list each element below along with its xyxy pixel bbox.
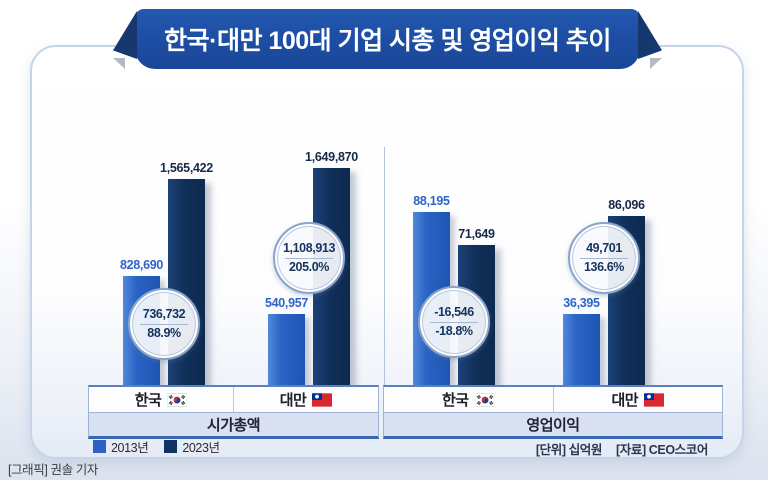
bar-group-taiwan-profit: 36,395 86,096 49,701 136.6% [563, 150, 645, 385]
bar-value-label: 71,649 [458, 226, 495, 241]
section-operating-profit: 88,195 71,649 -16,546 -18.8% 36,395 86,0… [383, 150, 723, 385]
bar-group-korea-profit: 88,195 71,649 -16,546 -18.8% [413, 150, 495, 385]
diff-value: -16,546 [434, 304, 474, 319]
graphic-credit: [그래픽] 권솔 기자 [8, 463, 98, 477]
korea-flag-icon [167, 392, 188, 407]
bar-value-label: 36,395 [563, 295, 600, 310]
diff-value: 1,108,913 [282, 240, 335, 255]
pct-value: 136.6% [584, 259, 624, 274]
country-label-korea: 한국 [384, 387, 553, 412]
bar-value-label: 1,649,870 [305, 150, 358, 164]
bar-2013: 36,395 [563, 296, 600, 385]
label-table-profit: 한국 대만 영업이익 [383, 385, 723, 439]
change-badge: 1,108,913 205.0% [273, 222, 345, 294]
title-banner: 한국·대만 100대 기업 시총 및 영업이익 추이 [113, 9, 662, 69]
taiwan-flag-icon [312, 392, 333, 407]
diff-value: 736,732 [142, 306, 186, 321]
page-title: 한국·대만 100대 기업 시총 및 영업이익 추이 [164, 27, 611, 55]
badge-divider [140, 323, 188, 325]
bar-group-taiwan-marketcap: 540,957 1,649,870 1,108,913 205.0% [265, 150, 358, 385]
ribbon-fold-shadow [113, 58, 125, 69]
label-table-marketcap: 한국 대만 시가총액 [88, 385, 379, 439]
bar-value-label: 540,957 [264, 295, 309, 310]
legend-swatch-2013 [93, 440, 106, 453]
change-badge: -16,546 -18.8% [418, 286, 490, 358]
bar-value-label: 1,565,422 [160, 161, 213, 176]
source-note: [단위] 십억원 [자료] CEO스코어 [535, 439, 709, 458]
pct-value: 88.9% [147, 325, 181, 340]
badge-divider [430, 321, 478, 323]
korea-flag-icon [474, 392, 495, 407]
diff-value: 49,701 [586, 240, 622, 255]
country-label-taiwan: 대만 [552, 387, 723, 412]
ribbon-fold-shadow [650, 58, 662, 69]
section-divider [384, 147, 385, 385]
country-name: 대만 [611, 392, 639, 409]
category-label-profit: 영업이익 [383, 412, 723, 439]
country-name: 대만 [279, 392, 307, 409]
bar-value-label: 828,690 [119, 258, 164, 272]
legend: 2013년 2023년 [93, 437, 220, 456]
bar-group-korea-marketcap: 828,690 1,565,422 736,732 88.9% [119, 150, 213, 385]
bar-value-label: 86,096 [608, 198, 645, 213]
legend-item-2023: 2023년 [164, 437, 220, 456]
section-marketcap: 828,690 1,565,422 736,732 88.9% 540,957 … [88, 150, 379, 385]
legend-swatch-2023 [164, 440, 178, 453]
badge-divider [580, 257, 628, 259]
legend-label: 2023년 [182, 441, 220, 455]
change-badge: 736,732 88.9% [128, 288, 200, 360]
category-label-marketcap: 시가총액 [88, 412, 379, 439]
country-label-taiwan: 대만 [233, 387, 378, 412]
pct-value: 205.0% [289, 259, 329, 274]
legend-label: 2013년 [111, 441, 149, 455]
change-badge: 49,701 136.6% [568, 222, 640, 294]
country-name: 한국 [134, 392, 162, 409]
bar-2013: 540,957 [265, 296, 308, 385]
bar-value-label: 88,195 [413, 194, 450, 208]
pct-value: -18.8% [435, 323, 473, 338]
legend-item-2013: 2013년 [93, 437, 149, 456]
country-label-korea: 한국 [89, 387, 233, 412]
taiwan-flag-icon [644, 392, 665, 407]
country-name: 한국 [441, 392, 469, 409]
badge-divider [285, 257, 333, 259]
unit-note: [단위] 십억원 [535, 443, 603, 457]
data-source-note: [자료] CEO스코어 [616, 443, 708, 457]
